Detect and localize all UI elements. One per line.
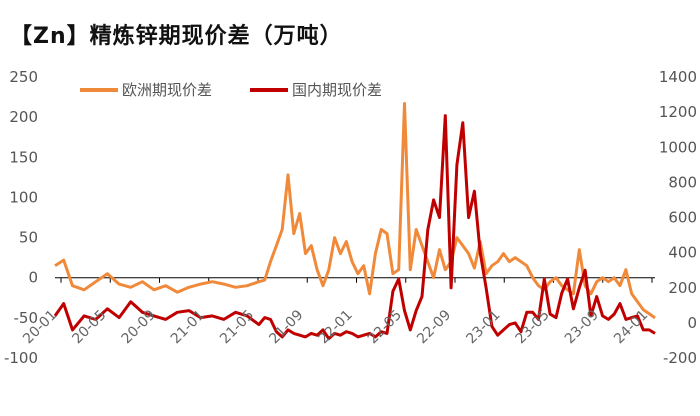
y-right-tick-label: 400	[668, 244, 697, 262]
y-right-tick-label: 600	[668, 209, 697, 227]
legend-label-0: 欧洲期现价差	[122, 81, 212, 99]
x-tick-label: 22-01	[316, 307, 356, 347]
y-left-tick-label: 150	[9, 148, 38, 166]
y-right-tick-label: 0	[687, 314, 697, 332]
x-tick-label: 20-09	[119, 307, 159, 347]
x-tick-label: 23-01	[463, 307, 503, 347]
y-right-tick-label: -200	[663, 349, 697, 367]
y-left-tick-label: 250	[9, 68, 38, 86]
y-left-tick-label: -50	[14, 309, 39, 327]
y-left-tick-label: 50	[19, 229, 38, 247]
y-right-tick-label: 1000	[659, 138, 697, 156]
y-left-tick-label: 0	[28, 269, 38, 287]
y-left-tick-label: -100	[4, 349, 38, 367]
legend-label-1: 国内期现价差	[292, 81, 382, 99]
x-tick-label: 22-05	[365, 307, 405, 347]
chart-title: 【Zn】精炼锌期现价差（万吨）	[10, 24, 343, 49]
y-right-tick-label: 200	[668, 279, 697, 297]
x-tick-label: 21-09	[266, 307, 306, 347]
x-tick-label: 22-09	[414, 307, 454, 347]
y-right-tick-label: 800	[668, 173, 697, 191]
y-right-tick-label: 1200	[659, 103, 697, 121]
series-line-1	[53, 114, 656, 341]
y-left-tick-label: 100	[9, 188, 38, 206]
y-right-tick-label: 1400	[659, 68, 697, 86]
x-tick-label: 23-09	[562, 307, 602, 347]
y-left-tick-label: 200	[9, 108, 38, 126]
x-tick-label: 24-01	[611, 307, 651, 347]
